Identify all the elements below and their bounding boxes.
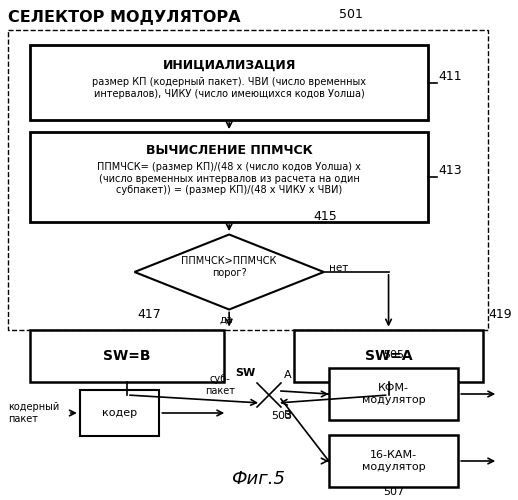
Text: 503: 503 bbox=[271, 411, 292, 421]
Bar bbox=[30, 330, 224, 382]
Polygon shape bbox=[135, 234, 324, 310]
Text: 419: 419 bbox=[488, 308, 512, 320]
Text: кодер: кодер bbox=[102, 408, 137, 418]
Text: SW=A: SW=A bbox=[365, 348, 412, 362]
Text: Фиг.5: Фиг.5 bbox=[231, 470, 285, 488]
Text: ППМЧСК>ППМЧСК
порог?: ППМЧСК>ППМЧСК порог? bbox=[181, 256, 277, 278]
Text: 505: 505 bbox=[383, 350, 404, 360]
Text: КФМ-
модулятор: КФМ- модулятор bbox=[362, 383, 425, 405]
Text: 16-КАМ-
модулятор: 16-КАМ- модулятор bbox=[362, 450, 425, 472]
Text: 507: 507 bbox=[383, 487, 404, 497]
Text: ВЫЧИСЛЕНИЕ ППМЧСК: ВЫЧИСЛЕНИЕ ППМЧСК bbox=[146, 144, 312, 157]
Text: 501: 501 bbox=[339, 8, 363, 21]
Text: нет: нет bbox=[329, 263, 348, 273]
Text: СЕЛЕКТОР МОДУЛЯТОРА: СЕЛЕКТОР МОДУЛЯТОРА bbox=[8, 10, 240, 25]
Text: SW: SW bbox=[235, 368, 255, 378]
Text: 411: 411 bbox=[438, 70, 462, 83]
Text: SW=B: SW=B bbox=[103, 348, 151, 362]
Text: размер КП (кодерный пакет). ЧВИ (число временных
интервалов), ЧИКУ (число имеющи: размер КП (кодерный пакет). ЧВИ (число в… bbox=[92, 77, 366, 98]
Bar bbox=[294, 330, 483, 382]
Text: B: B bbox=[284, 410, 292, 420]
Text: суб-
пакет: суб- пакет bbox=[205, 374, 235, 396]
Text: 415: 415 bbox=[314, 210, 338, 222]
Bar bbox=[329, 368, 458, 420]
Text: да: да bbox=[219, 314, 233, 324]
Text: ППМЧСК= (размер КП)/(48 х (число кодов Уолша) х
(число временных интервалов из р: ППМЧСК= (размер КП)/(48 х (число кодов У… bbox=[97, 162, 361, 195]
Bar bbox=[8, 30, 488, 330]
Bar bbox=[80, 390, 160, 436]
Text: 417: 417 bbox=[137, 308, 161, 320]
Text: ИНИЦИАЛИЗАЦИЯ: ИНИЦИАЛИЗАЦИЯ bbox=[163, 59, 296, 72]
Bar bbox=[30, 45, 428, 120]
Text: A: A bbox=[284, 370, 292, 380]
Bar bbox=[329, 435, 458, 487]
Text: кодерный
пакет: кодерный пакет bbox=[8, 402, 59, 424]
Bar bbox=[30, 132, 428, 222]
Text: 413: 413 bbox=[438, 164, 462, 177]
